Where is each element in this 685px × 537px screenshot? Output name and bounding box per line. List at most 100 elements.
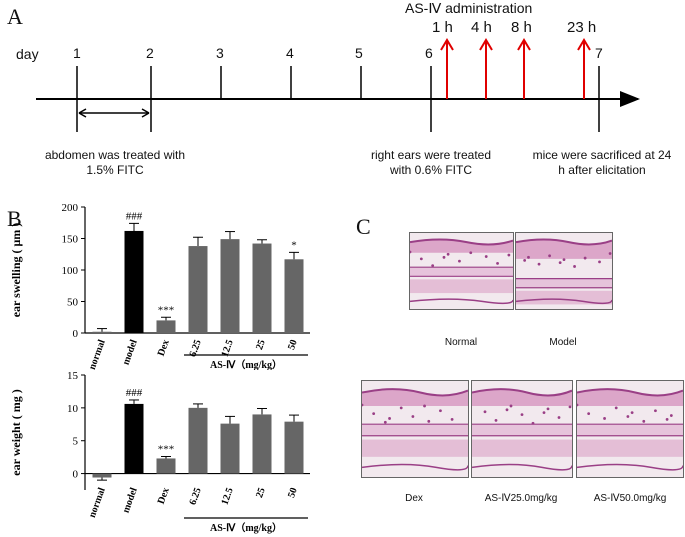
cell-nucleus bbox=[419, 257, 423, 261]
lower-epidermis bbox=[362, 463, 468, 471]
y-tick-label: 150 bbox=[62, 234, 79, 246]
bar-50 bbox=[284, 421, 304, 474]
timeline-graphic bbox=[36, 38, 640, 132]
hour-4: 4 h bbox=[471, 19, 492, 36]
epidermis-edge bbox=[577, 388, 683, 397]
category-label: Dex bbox=[156, 486, 172, 505]
cell-nucleus bbox=[450, 418, 454, 421]
epidermis-edge bbox=[410, 238, 513, 246]
histology-label-model: Model bbox=[549, 337, 577, 348]
caption-sacrifice: mice were sacrificed at 24 h after elici… bbox=[532, 148, 672, 177]
cell-nucleus bbox=[583, 256, 587, 260]
cell-nucleus bbox=[573, 265, 576, 268]
category-label: 12.5 bbox=[219, 486, 235, 506]
cell-nucleus bbox=[546, 407, 550, 411]
cell-nucleus bbox=[669, 414, 673, 417]
lower-epidermis bbox=[577, 463, 683, 471]
cell-nucleus bbox=[469, 251, 473, 255]
cartilage-layer bbox=[362, 424, 468, 436]
category-label: Dex bbox=[156, 338, 172, 357]
day-3: 3 bbox=[216, 45, 224, 61]
dermis-layer bbox=[362, 439, 468, 457]
cell-nucleus bbox=[442, 255, 446, 259]
significance-label: *** bbox=[158, 304, 175, 316]
group-label: AS-Ⅳ（mg/kg） bbox=[210, 358, 282, 370]
cell-nucleus bbox=[431, 264, 435, 268]
day-6: 6 bbox=[425, 45, 433, 61]
significance-label: *** bbox=[158, 443, 175, 455]
category-label: normal bbox=[87, 486, 108, 519]
cell-nucleus bbox=[509, 404, 513, 408]
lower-epidermis bbox=[410, 298, 513, 305]
cartilage-layer bbox=[410, 267, 513, 277]
bar-25 bbox=[252, 414, 272, 474]
significance-label: ### bbox=[126, 387, 143, 399]
histology-label-normal: Normal bbox=[444, 337, 478, 348]
category-label: model bbox=[121, 486, 140, 515]
day-7: 7 bbox=[595, 45, 603, 61]
bar-model bbox=[124, 403, 144, 474]
cell-nucleus bbox=[603, 417, 606, 420]
dermis-layer bbox=[516, 290, 612, 305]
cell-nucleus bbox=[598, 260, 601, 264]
cell-nucleus bbox=[484, 255, 488, 258]
cell-nucleus bbox=[548, 254, 551, 258]
cell-nucleus bbox=[630, 411, 634, 415]
cell-nucleus bbox=[423, 404, 426, 408]
cell-nucleus bbox=[388, 417, 391, 420]
category-label: model bbox=[121, 338, 140, 367]
lower-epidermis bbox=[472, 463, 572, 471]
cell-nucleus bbox=[505, 408, 509, 412]
epidermis-edge bbox=[362, 388, 468, 397]
cell-nucleus bbox=[537, 262, 541, 266]
cell-nucleus bbox=[483, 410, 487, 414]
day-1: 1 bbox=[73, 45, 81, 61]
hour-23: 23 h bbox=[567, 19, 597, 36]
cell-nucleus bbox=[654, 409, 657, 413]
cell-nucleus bbox=[531, 421, 535, 425]
y-tick-label: 50 bbox=[67, 297, 79, 309]
category-label: 6.25 bbox=[187, 486, 203, 506]
cell-nucleus bbox=[577, 403, 579, 407]
epidermis-edge bbox=[472, 388, 572, 397]
hour-1: 1 h bbox=[432, 19, 453, 36]
cell-nucleus bbox=[562, 258, 566, 261]
cell-nucleus bbox=[496, 262, 499, 265]
panel-label-b: B bbox=[7, 206, 22, 231]
histology-image-as-iv-50 bbox=[576, 380, 684, 478]
cartilage-layer bbox=[516, 278, 612, 288]
histology-label-as-iv-50: AS-Ⅳ50.0mg/kg bbox=[593, 493, 667, 504]
cell-nucleus bbox=[446, 252, 450, 256]
cell-nucleus bbox=[383, 420, 387, 424]
bar-normal bbox=[92, 473, 112, 478]
y-tick-label: 5 bbox=[73, 436, 79, 448]
histology-image-model bbox=[515, 232, 613, 310]
cell-nucleus bbox=[665, 418, 669, 421]
significance-label: ### bbox=[126, 210, 143, 222]
lower-epidermis bbox=[516, 298, 612, 305]
cell-nucleus bbox=[642, 419, 646, 423]
cell-nucleus bbox=[626, 415, 630, 418]
dermis-layer bbox=[410, 279, 513, 294]
epidermis-layer bbox=[577, 389, 683, 406]
y-axis-label: ear swelling ( μm ) bbox=[9, 223, 23, 318]
day-2: 2 bbox=[146, 45, 154, 61]
cell-nucleus bbox=[372, 412, 376, 416]
cell-nucleus bbox=[523, 258, 527, 262]
y-tick-label: 15 bbox=[67, 370, 79, 382]
cartilage-layer bbox=[577, 424, 683, 436]
dermis-layer bbox=[577, 439, 683, 457]
dermis-layer bbox=[472, 439, 572, 457]
cell-nucleus bbox=[411, 415, 415, 418]
significance-label: * bbox=[291, 239, 297, 251]
day-5: 5 bbox=[355, 45, 363, 61]
caption-ear: right ears were treated with 0.6% FITC bbox=[370, 148, 492, 177]
category-label: 25 bbox=[254, 338, 268, 351]
epidermis-layer bbox=[472, 389, 572, 406]
bar-25 bbox=[252, 243, 272, 333]
y-tick-label: 200 bbox=[62, 202, 79, 214]
group-label: AS-Ⅳ（mg/kg） bbox=[210, 521, 282, 534]
bar-Dex bbox=[156, 458, 176, 474]
